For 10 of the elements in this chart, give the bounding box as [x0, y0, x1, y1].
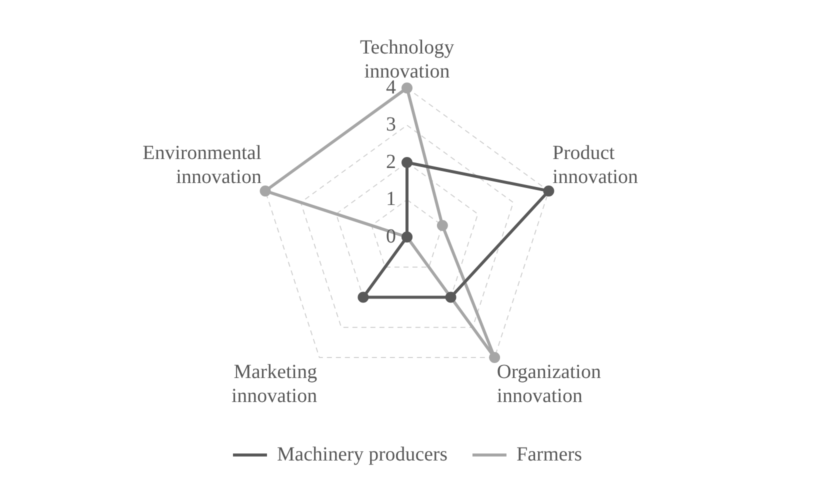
y-tick-label: 2 — [386, 150, 396, 173]
legend-label: Machinery producers — [276, 443, 448, 466]
spoke-label: Product innovation — [552, 142, 638, 188]
legend-label: Farmers — [516, 443, 582, 466]
y-tick-label: 1 — [386, 188, 396, 210]
y-tick-label: 3 — [386, 114, 396, 136]
spoke-label: Marketing innovation — [232, 361, 318, 408]
y-tick-label: 0 — [386, 225, 396, 248]
spoke-label: Environmental innovation — [142, 142, 262, 188]
spoke-label: Organization innovation — [496, 361, 601, 408]
